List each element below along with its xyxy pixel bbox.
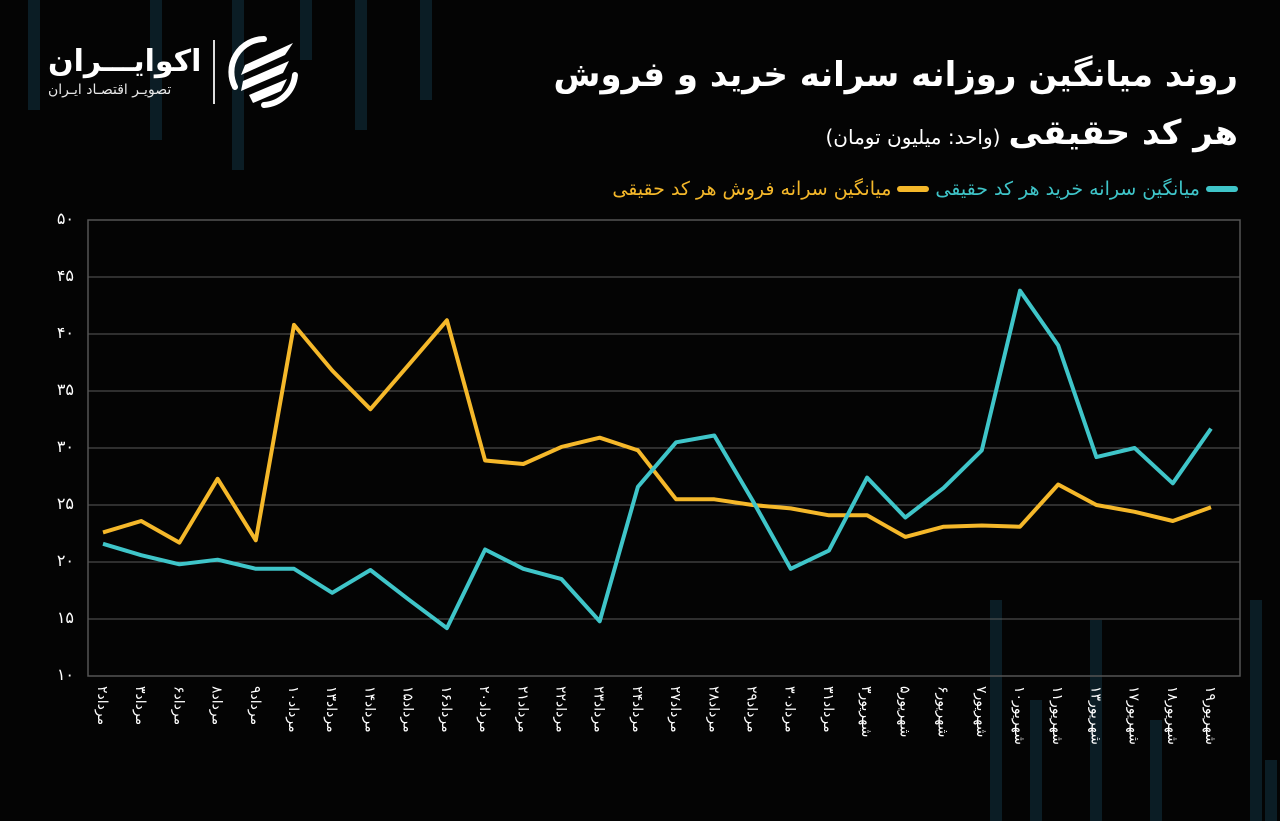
x-tick-label: مرداد۱۰ bbox=[285, 686, 302, 733]
y-tick-label: ۳۰ bbox=[56, 437, 74, 456]
x-tick-label: مرداد۱۴ bbox=[361, 686, 378, 733]
x-tick-label: مرداد۱۳ bbox=[323, 686, 340, 733]
title-line-2: هر کد حقیقی bbox=[1008, 113, 1238, 153]
legend-swatch-buy bbox=[1206, 186, 1238, 192]
legend-label-sell: میانگین سرانه فروش هر کد حقیقی bbox=[612, 178, 892, 200]
x-tick-label: شهریور۱۱ bbox=[1049, 686, 1066, 745]
y-tick-label: ۴۰ bbox=[56, 323, 74, 342]
logo-icon bbox=[228, 36, 299, 108]
x-tick-label: مرداد۲۳ bbox=[590, 686, 607, 733]
y-tick-label: ۱۰ bbox=[56, 665, 74, 684]
title-line-1: روند میانگین روزانه سرانه خرید و فروش bbox=[553, 55, 1238, 95]
x-tick-label: مرداد۳ bbox=[132, 686, 149, 726]
x-tick-label: مرداد۲۲ bbox=[552, 686, 569, 733]
x-tick-label: مرداد۲۰ bbox=[476, 686, 493, 733]
x-tick-label: مرداد۲۱ bbox=[514, 686, 531, 733]
y-tick-label: ۱۵ bbox=[56, 608, 74, 627]
logo: اکوایـــران تصویـر اقتصـاد ایـران bbox=[48, 34, 301, 110]
logo-name: اکوایـــران bbox=[48, 44, 202, 79]
x-tick-label: شهریور۱۳ bbox=[1087, 686, 1104, 745]
x-tick-label: مرداد۲۷ bbox=[667, 686, 684, 733]
x-tick-label: شهریور۳ bbox=[858, 686, 875, 738]
sell-series-line bbox=[102, 318, 1212, 545]
x-tick-label: مرداد۶ bbox=[170, 686, 187, 726]
logo-separator bbox=[213, 40, 216, 104]
x-tick-label: شهریور۱۰ bbox=[1010, 686, 1027, 745]
legend-swatch-sell bbox=[897, 186, 930, 192]
plot-area-border bbox=[87, 219, 1241, 677]
legend-label-buy: میانگین سرانه خرید هر کد حقیقی bbox=[935, 178, 1200, 200]
x-tick-label: شهریور۱۷ bbox=[1125, 686, 1142, 745]
y-tick-label: ۴۵ bbox=[56, 266, 74, 285]
logo-text: اکوایـــران تصویـر اقتصـاد ایـران bbox=[48, 44, 201, 100]
x-tick-label: مرداد۱۶ bbox=[437, 686, 454, 733]
x-tick-label: مرداد۳۱ bbox=[819, 686, 836, 733]
chart-legend: میانگین سرانه خرید هر کد حقیقی میانگین س… bbox=[612, 178, 1238, 200]
x-tick-label: مرداد۸ bbox=[208, 686, 225, 726]
page-title: روند میانگین روزانه سرانه خرید و فروش هر… bbox=[554, 46, 1238, 166]
x-tick-label: مرداد۲۹ bbox=[743, 686, 760, 733]
y-tick-label: ۲۵ bbox=[56, 494, 74, 513]
x-tick-label: شهریور۷ bbox=[972, 686, 989, 738]
legend-item-sell: میانگین سرانه فروش هر کد حقیقی bbox=[612, 178, 930, 200]
logo-subtitle: تصویـر اقتصـاد ایـران bbox=[48, 82, 172, 98]
header: روند میانگین روزانه سرانه خرید و فروش هر… bbox=[0, 0, 1280, 200]
chart-gridlines bbox=[88, 219, 1240, 620]
x-tick-label: شهریور۱۸ bbox=[1163, 686, 1180, 745]
unit-note: (واحد: میلیون تومان) bbox=[825, 125, 1001, 149]
x-tick-label: شهریور۵ bbox=[896, 686, 913, 738]
y-tick-label: ۲۰ bbox=[56, 551, 74, 570]
buy-series-line bbox=[102, 288, 1213, 631]
legend-item-buy: میانگین سرانه خرید هر کد حقیقی bbox=[935, 178, 1238, 200]
x-tick-label: مرداد۹ bbox=[246, 686, 263, 726]
x-tick-label: مرداد۲۸ bbox=[705, 686, 722, 733]
x-tick-label: مرداد۱۵ bbox=[399, 686, 416, 733]
x-tick-label: شهریور۱۹ bbox=[1202, 686, 1218, 745]
x-tick-label: شهریور۶ bbox=[934, 686, 951, 738]
y-tick-label: ۵۰ bbox=[56, 209, 74, 228]
x-tick-label: مرداد۲۴ bbox=[628, 686, 645, 733]
x-tick-label: مرداد۲ bbox=[94, 686, 110, 726]
x-tick-label: مرداد۳۰ bbox=[781, 686, 798, 733]
y-tick-label: ۳۵ bbox=[56, 380, 74, 399]
